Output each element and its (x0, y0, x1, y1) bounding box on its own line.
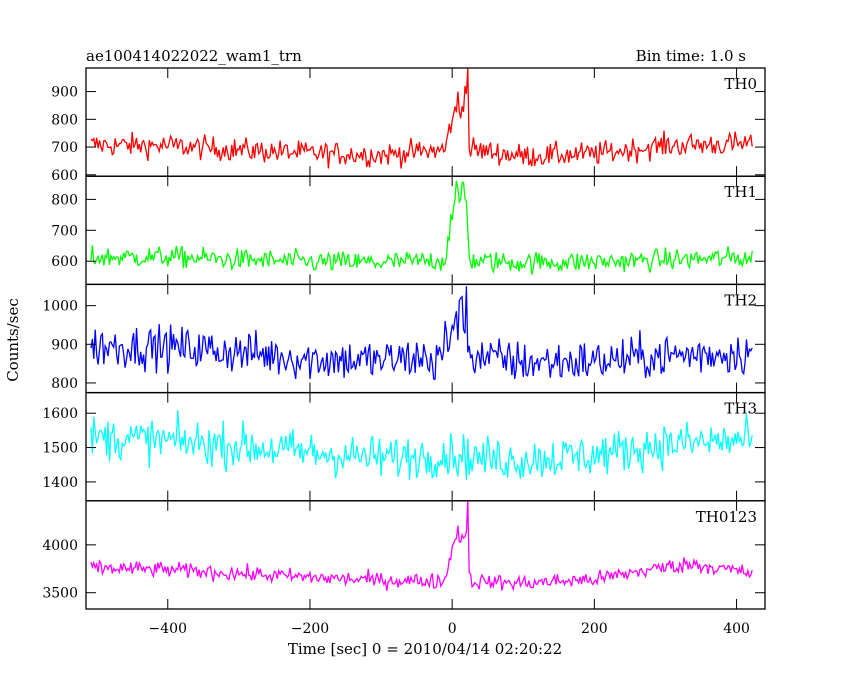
panel-frame (85, 283, 766, 394)
y-tick-label: 600 (51, 254, 78, 270)
chart-title: ae100414022022_wam1_trn (86, 47, 302, 65)
y-tick-label: 800 (51, 376, 78, 392)
x-tick-label: 0 (448, 621, 457, 637)
panel-th3: 1400 1500 1600 TH3 (42, 391, 766, 502)
y-tick-label: 900 (51, 337, 78, 353)
panel-th1: 600 700 800 TH1 (51, 175, 766, 286)
series-line-th3 (90, 410, 753, 481)
series-line-th1 (90, 180, 753, 275)
x-tick-label: 200 (581, 621, 608, 637)
panel-frame (85, 500, 766, 610)
series-line-th0123 (90, 500, 753, 592)
y-tick-label: 800 (51, 192, 78, 208)
panel-label-th0: TH0 (724, 75, 757, 93)
bin-time-label: Bin time: 1.0 s (636, 47, 746, 65)
y-tick-label: 700 (51, 140, 78, 156)
y-tick-label: 800 (51, 112, 78, 128)
y-tick-label: 4000 (42, 538, 78, 554)
y-axis-title: Counts/sec (4, 298, 22, 382)
y-tick-label: 700 (51, 223, 78, 239)
panel-label-th0123: TH0123 (696, 508, 757, 526)
y-tick-label: 1000 (42, 299, 78, 315)
y-tick-label: 900 (51, 85, 78, 101)
panel-label-th1: TH1 (724, 183, 757, 201)
x-axis-title: Time [sec] 0 = 2010/04/14 02:20:22 (288, 640, 562, 658)
x-tick-label: 400 (723, 621, 750, 637)
y-tick-label: 600 (51, 168, 78, 184)
panel-th0: 600 700 800 900 TH0 (51, 67, 766, 184)
panel-frame (85, 67, 766, 177)
panel-frame (85, 175, 766, 286)
y-tick-label: 3500 (42, 586, 78, 602)
x-tick-label: −200 (291, 621, 329, 637)
panel-label-th2: TH2 (724, 291, 757, 309)
panels-layer: 600 700 800 900 TH0 600 700 800 TH1 800 900 1000 TH2… (42, 67, 766, 637)
y-tick-label: 1500 (42, 441, 78, 457)
panel-th0123: 3500 4000 TH0123 (42, 500, 766, 610)
x-tick-label: −400 (149, 621, 187, 637)
panel-label-th3: TH3 (724, 400, 757, 418)
series-line-th2 (90, 286, 753, 380)
panel-th2: 800 900 1000 TH2 (42, 283, 766, 394)
y-tick-label: 1400 (42, 475, 78, 491)
y-tick-label: 1600 (42, 406, 78, 422)
series-line-th0 (90, 68, 753, 169)
